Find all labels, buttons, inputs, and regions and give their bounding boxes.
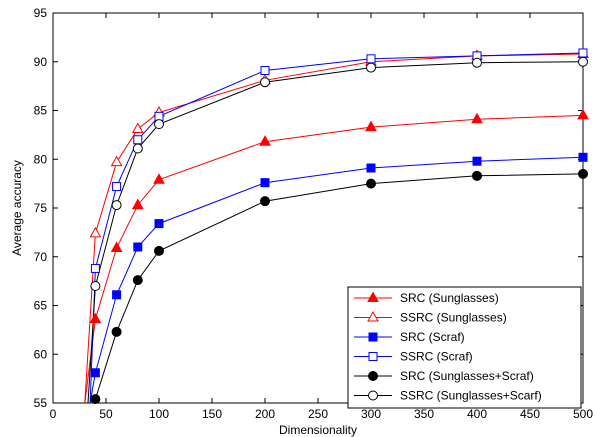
legend-label: SSRC (Sunglasses+Scarf) [400,389,542,403]
legend-label: SRC (Scraf) [400,330,465,344]
y-tick-label: 70 [34,250,48,264]
legend-marker [368,352,378,361]
y-tick-label: 65 [34,299,48,313]
series-0-point [153,173,165,184]
series-5-point [260,77,270,88]
y-tick-label: 90 [34,55,48,69]
series-3-point [133,135,143,145]
series-1-point [131,122,144,134]
legend-label: SSRC (Scraf) [400,350,473,364]
x-tick-label: 400 [467,407,487,421]
series-1-point [110,155,123,167]
series-2-point [366,163,376,173]
x-tick-label: 100 [149,407,169,421]
series-5-point [90,281,101,291]
y-tick-label: 55 [34,396,48,410]
series-0-point [259,135,271,146]
series-3-point [366,54,376,64]
series-2-point [154,219,164,229]
x-axis-title: Dimensionality [279,423,357,437]
series-2-point [578,152,588,162]
series-4-point [111,326,122,337]
y-axis-title: Average accuracy [10,160,24,256]
series-5-point [366,62,376,73]
series-3-point [90,263,100,273]
series-4-point [472,170,482,181]
series-4-point [366,178,376,189]
legend-label: SSRC (Sunglasses) [400,311,507,325]
series-2-point [133,242,143,252]
series-2-point [90,368,100,378]
series-0-point [471,112,483,124]
series-4-point [132,275,143,286]
legend-marker [368,332,378,342]
series-0-point [89,312,102,324]
series-2-point [112,290,122,300]
series-4-point [578,168,588,179]
series-2-point [472,156,482,166]
x-tick-label: 500 [573,407,593,421]
x-tick-label: 150 [202,407,222,421]
x-tick-label: 450 [520,407,540,421]
legend-marker [368,390,378,401]
y-tick-label: 95 [34,6,48,20]
x-tick-label: 300 [361,407,381,421]
legend-label: SRC (Sunglasses) [400,291,499,305]
x-tick-label: 0 [50,407,57,421]
axis-ticks: 0 50 100 150 200 250 300 350 400 450 500 55 60 65 70 75… [34,6,594,421]
y-tick-label: 75 [34,201,48,215]
series-3-point [260,66,270,76]
series-0-point [365,120,377,132]
series-0-point [110,241,123,252]
y-tick-label: 60 [34,347,48,361]
series-4-point [260,196,270,207]
series-4-point [90,394,101,405]
series-line-4 [94,173,583,400]
series-3-point [578,48,588,58]
legend-marker [367,310,379,322]
series-5-point [154,119,164,130]
series-5-point [111,200,122,211]
x-tick-label: 250 [308,407,328,421]
x-tick-label: 350 [414,407,434,421]
series-1-point [89,226,102,238]
series-0-point [577,108,589,120]
legend-box [347,286,582,409]
legend-marker [368,371,378,381]
legend-marker [367,291,379,302]
x-tick-label: 50 [99,407,113,421]
series-5-point [472,57,482,68]
y-tick-label: 85 [34,104,48,118]
y-tick-label: 80 [34,152,48,166]
legend: SRC (Sunglasses) SSRC (Sunglasses) SRC (Sc… [347,286,582,409]
legend-label: SRC (Sunglasses+Scraf) [400,369,534,383]
x-tick-label: 200 [255,407,275,421]
series-3-point [112,182,122,192]
series-5-point [578,56,588,67]
marker-layer [89,47,589,405]
series-5-point [132,143,143,154]
series-0-point [131,198,144,210]
series-2-point [260,178,270,188]
series-4-point [154,245,164,256]
